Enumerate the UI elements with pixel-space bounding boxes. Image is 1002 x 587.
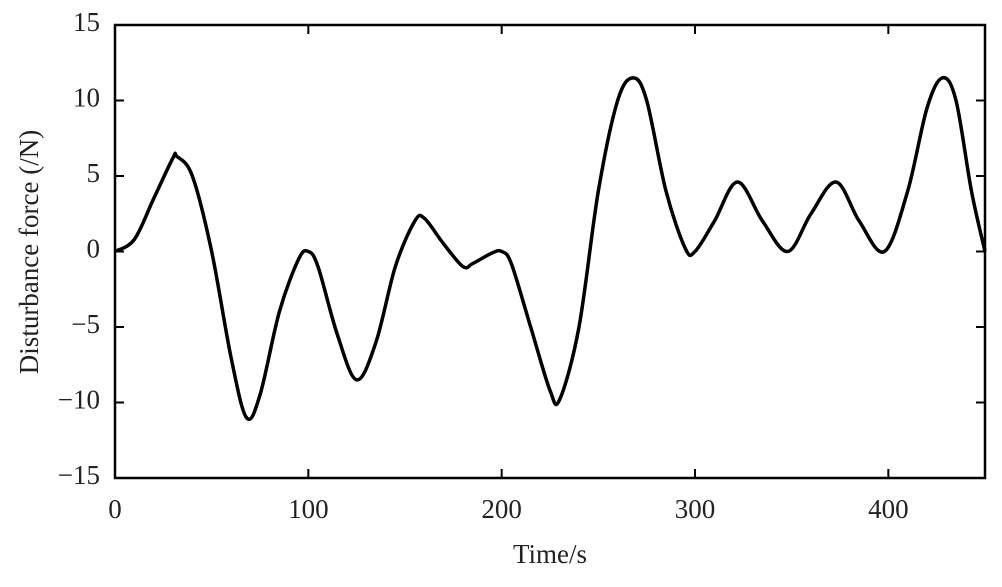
y-axis-label: Disturbance force (/N)	[14, 130, 44, 374]
x-axis-label: Time/s	[513, 539, 587, 569]
y-tick-label: −5	[71, 309, 100, 339]
y-tick-label: 15	[73, 7, 100, 37]
x-tick-label: 400	[868, 494, 909, 524]
x-tick-label: 100	[288, 494, 329, 524]
y-tick-label: 10	[73, 83, 100, 113]
x-tick-label: 300	[675, 494, 716, 524]
data-line	[114, 75, 987, 421]
y-tick-label: 5	[87, 158, 101, 188]
y-tick-label: −10	[58, 385, 100, 415]
y-tick-label: −15	[58, 460, 100, 490]
x-tick-label: 200	[481, 494, 522, 524]
plot-frame	[113, 23, 987, 480]
x-tick-label: 0	[108, 494, 122, 524]
y-tick-label: 0	[87, 234, 101, 264]
